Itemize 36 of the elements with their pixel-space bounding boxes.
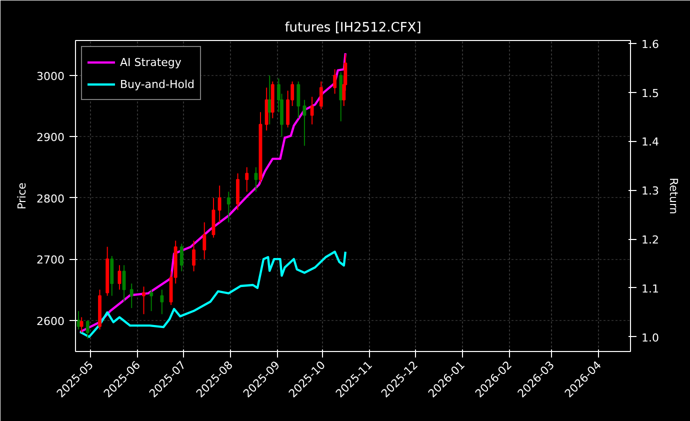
y2-tick-label: 1.6 xyxy=(642,38,659,51)
candlestick xyxy=(296,81,300,119)
candlestick xyxy=(310,96,314,125)
candlestick xyxy=(218,185,222,223)
line-series xyxy=(78,52,347,334)
y2-tick-label: 1.1 xyxy=(642,282,659,296)
y-tick-label: 2900 xyxy=(36,131,65,144)
candlestick xyxy=(245,166,249,192)
line-series xyxy=(78,250,347,338)
candlestick xyxy=(319,81,323,110)
y-tick-label: 2800 xyxy=(36,192,65,206)
y-tick-label: 3000 xyxy=(36,70,65,83)
candlestick xyxy=(180,243,184,272)
y2-tick-label: 1.0 xyxy=(642,331,659,344)
chart-title: futures [IH2512.CFX] xyxy=(284,20,422,36)
y-axis-title: Price xyxy=(16,182,29,210)
candlestick xyxy=(150,289,154,312)
candlestick xyxy=(192,240,196,272)
y-tick-label: 2600 xyxy=(36,314,65,328)
candlestick xyxy=(130,283,134,309)
y2-tick-label: 1.3 xyxy=(642,184,659,198)
candlestick xyxy=(80,316,84,334)
y2-tick-label: 1.5 xyxy=(642,86,659,100)
candlestick xyxy=(333,68,337,94)
candlestick xyxy=(254,166,258,192)
candlestick xyxy=(86,320,90,340)
candlestick xyxy=(202,222,206,260)
y2-tick-label: 1.4 xyxy=(642,136,659,149)
y2-tick-label: 1.2 xyxy=(642,234,659,247)
candlestick xyxy=(226,191,230,223)
candlestick xyxy=(142,286,146,315)
candlestick xyxy=(160,289,164,315)
legend-label: AI Strategy xyxy=(120,56,182,68)
y2-axis-title: Return xyxy=(666,178,680,214)
legend-label: Buy-and-Hold xyxy=(120,78,195,90)
y-tick-label: 2700 xyxy=(36,254,65,267)
